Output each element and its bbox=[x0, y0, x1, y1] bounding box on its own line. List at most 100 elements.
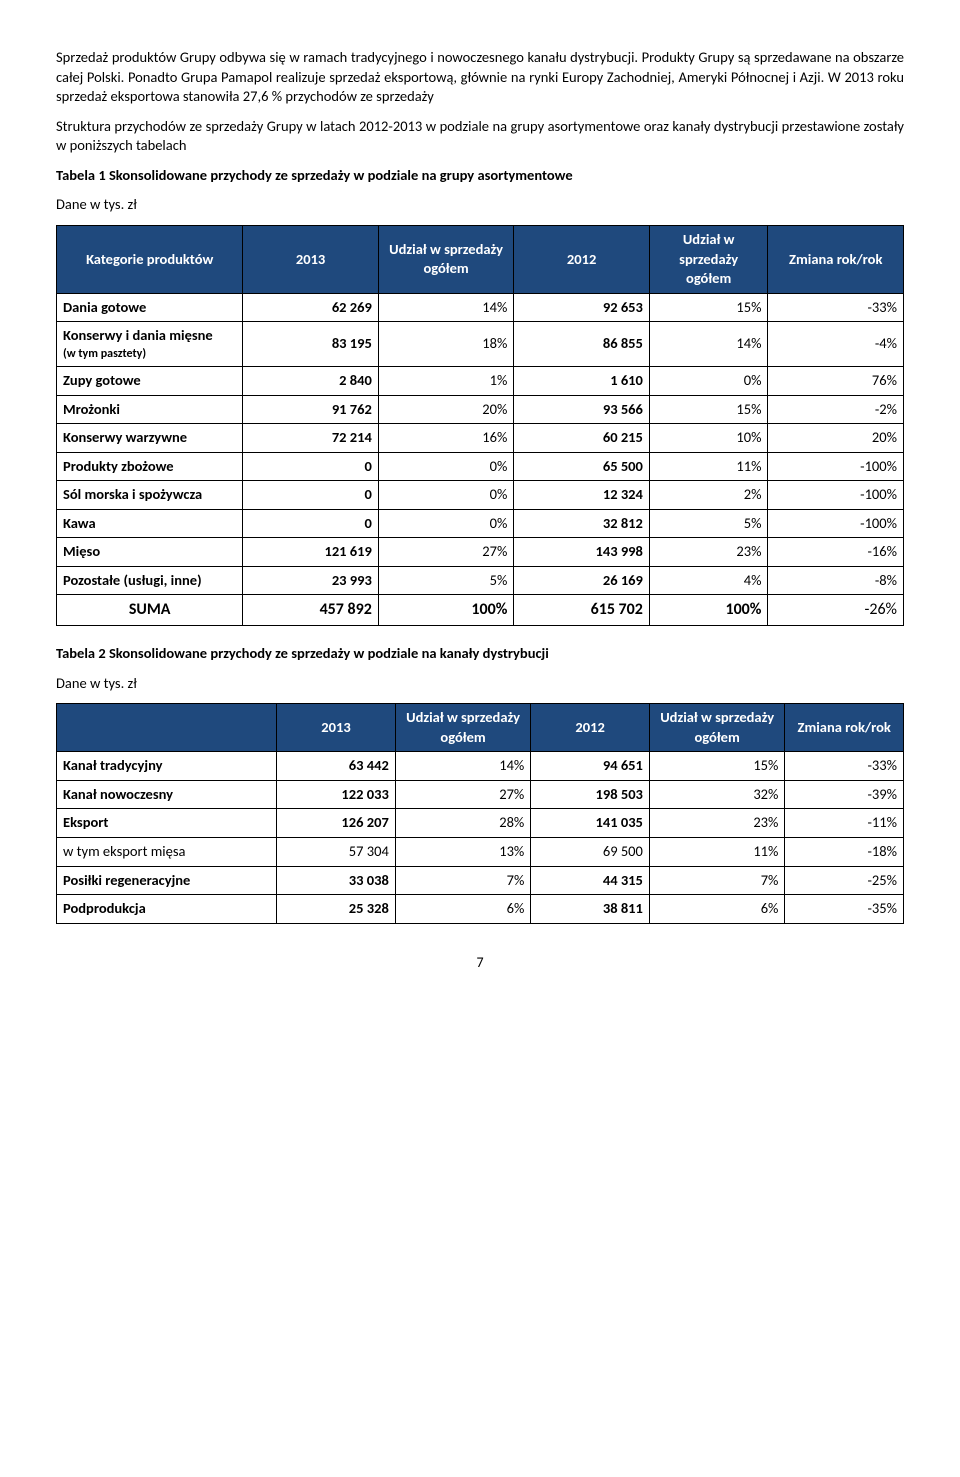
cell: 33 038 bbox=[277, 866, 396, 895]
cell: 38 811 bbox=[531, 895, 650, 924]
cell: -18% bbox=[785, 837, 904, 866]
table-row: Dania gotowe62 26914%92 65315%-33% bbox=[57, 293, 904, 322]
cell: 457 892 bbox=[243, 595, 379, 626]
intro-paragraph-2: Struktura przychodów ze sprzedaży Grupy … bbox=[56, 117, 904, 156]
cell: 198 503 bbox=[531, 780, 650, 809]
table1-header-cat: Kategorie produktów bbox=[57, 225, 243, 293]
cell: 65 500 bbox=[514, 452, 650, 481]
table-row: Kanał tradycyjny63 44214%94 65115%-33% bbox=[57, 752, 904, 781]
intro-paragraph-1: Sprzedaż produktów Grupy odbywa się w ra… bbox=[56, 48, 904, 107]
table1: Kategorie produktów 2013 Udział w sprzed… bbox=[56, 225, 904, 626]
table2-unit: Dane w tys. zł bbox=[56, 674, 904, 694]
cell: 86 855 bbox=[514, 322, 650, 367]
cell: 93 566 bbox=[514, 395, 650, 424]
row-label: Posiłki regeneracyjne bbox=[57, 866, 277, 895]
cell: 57 304 bbox=[277, 837, 396, 866]
cell: 20% bbox=[378, 395, 514, 424]
table-row: Konserwy i dania mięsne(w tym pasztety)8… bbox=[57, 322, 904, 367]
cell: 14% bbox=[378, 293, 514, 322]
table-row: Zupy gotowe2 8401%1 6100%76% bbox=[57, 366, 904, 395]
cell: 32 812 bbox=[514, 509, 650, 538]
table2: 2013 Udział w sprzedaży ogółem 2012 Udzi… bbox=[56, 703, 904, 924]
cell: 27% bbox=[378, 538, 514, 567]
cell: -33% bbox=[785, 752, 904, 781]
cell: 2 840 bbox=[243, 366, 379, 395]
cell: 7% bbox=[395, 866, 531, 895]
table1-header-2012: 2012 bbox=[514, 225, 650, 293]
cell: 0 bbox=[243, 509, 379, 538]
cell: 23% bbox=[649, 538, 768, 567]
table2-header-2012: 2012 bbox=[531, 704, 650, 752]
cell: 7% bbox=[649, 866, 785, 895]
cell: -26% bbox=[768, 595, 904, 626]
table-row: Podprodukcja25 3286%38 8116%-35% bbox=[57, 895, 904, 924]
cell: 15% bbox=[649, 395, 768, 424]
cell: 62 269 bbox=[243, 293, 379, 322]
cell: 44 315 bbox=[531, 866, 650, 895]
cell: 100% bbox=[649, 595, 768, 626]
table1-header-u2013: Udział w sprzedaży ogółem bbox=[378, 225, 514, 293]
cell: 23 993 bbox=[243, 566, 379, 595]
cell: 13% bbox=[395, 837, 531, 866]
cell: 69 500 bbox=[531, 837, 650, 866]
cell: -100% bbox=[768, 509, 904, 538]
row-label: Eksport bbox=[57, 809, 277, 838]
table-row: Mięso121 61927%143 99823%-16% bbox=[57, 538, 904, 567]
cell: 25 328 bbox=[277, 895, 396, 924]
table-row-sum: SUMA457 892100%615 702100%-26% bbox=[57, 595, 904, 626]
row-sublabel: (w tym pasztety) bbox=[63, 346, 236, 362]
table2-header-change: Zmiana rok/rok bbox=[785, 704, 904, 752]
cell: 18% bbox=[378, 322, 514, 367]
cell: 0% bbox=[378, 481, 514, 510]
cell: 126 207 bbox=[277, 809, 396, 838]
cell: -16% bbox=[768, 538, 904, 567]
row-label: Konserwy i dania mięsne(w tym pasztety) bbox=[57, 322, 243, 367]
table2-title: Tabela 2 Skonsolidowane przychody ze spr… bbox=[56, 644, 904, 664]
cell: 12 324 bbox=[514, 481, 650, 510]
table2-header-row: 2013 Udział w sprzedaży ogółem 2012 Udzi… bbox=[57, 704, 904, 752]
cell: 615 702 bbox=[514, 595, 650, 626]
cell: 0 bbox=[243, 481, 379, 510]
table1-header-u2012: Udział w sprzedaży ogółem bbox=[649, 225, 768, 293]
cell: 141 035 bbox=[531, 809, 650, 838]
cell: 0% bbox=[378, 452, 514, 481]
table1-title: Tabela 1 Skonsolidowane przychody ze spr… bbox=[56, 166, 904, 186]
row-label: Zupy gotowe bbox=[57, 366, 243, 395]
sum-label: SUMA bbox=[57, 595, 243, 626]
row-label: Kanał nowoczesny bbox=[57, 780, 277, 809]
page-number: 7 bbox=[56, 954, 904, 973]
cell: 5% bbox=[378, 566, 514, 595]
cell: -11% bbox=[785, 809, 904, 838]
cell: 1% bbox=[378, 366, 514, 395]
row-label: Mrożonki bbox=[57, 395, 243, 424]
cell: 2% bbox=[649, 481, 768, 510]
cell: 0% bbox=[649, 366, 768, 395]
table2-header-u2012: Udział w sprzedaży ogółem bbox=[649, 704, 785, 752]
table-row: Konserwy warzywne72 21416%60 21510%20% bbox=[57, 424, 904, 453]
cell: 121 619 bbox=[243, 538, 379, 567]
table-row: Produkty zbożowe00%65 50011%-100% bbox=[57, 452, 904, 481]
row-label: Dania gotowe bbox=[57, 293, 243, 322]
cell: 94 651 bbox=[531, 752, 650, 781]
row-label: Sól morska i spożywcza bbox=[57, 481, 243, 510]
cell: 11% bbox=[649, 837, 785, 866]
table-row: Sól morska i spożywcza00%12 3242%-100% bbox=[57, 481, 904, 510]
cell: 91 762 bbox=[243, 395, 379, 424]
table1-header-change: Zmiana rok/rok bbox=[768, 225, 904, 293]
table-row: w tym eksport mięsa57 30413%69 50011%-18… bbox=[57, 837, 904, 866]
cell: -8% bbox=[768, 566, 904, 595]
cell: 143 998 bbox=[514, 538, 650, 567]
cell: 76% bbox=[768, 366, 904, 395]
row-label: Mięso bbox=[57, 538, 243, 567]
row-label: Pozostałe (usługi, inne) bbox=[57, 566, 243, 595]
cell: 16% bbox=[378, 424, 514, 453]
row-label: Kanał tradycyjny bbox=[57, 752, 277, 781]
cell: 83 195 bbox=[243, 322, 379, 367]
cell: 6% bbox=[649, 895, 785, 924]
table1-unit: Dane w tys. zł bbox=[56, 195, 904, 215]
cell: 0% bbox=[378, 509, 514, 538]
table-row: Mrożonki91 76220%93 56615%-2% bbox=[57, 395, 904, 424]
cell: 15% bbox=[649, 752, 785, 781]
cell: 27% bbox=[395, 780, 531, 809]
table2-header-2013: 2013 bbox=[277, 704, 396, 752]
